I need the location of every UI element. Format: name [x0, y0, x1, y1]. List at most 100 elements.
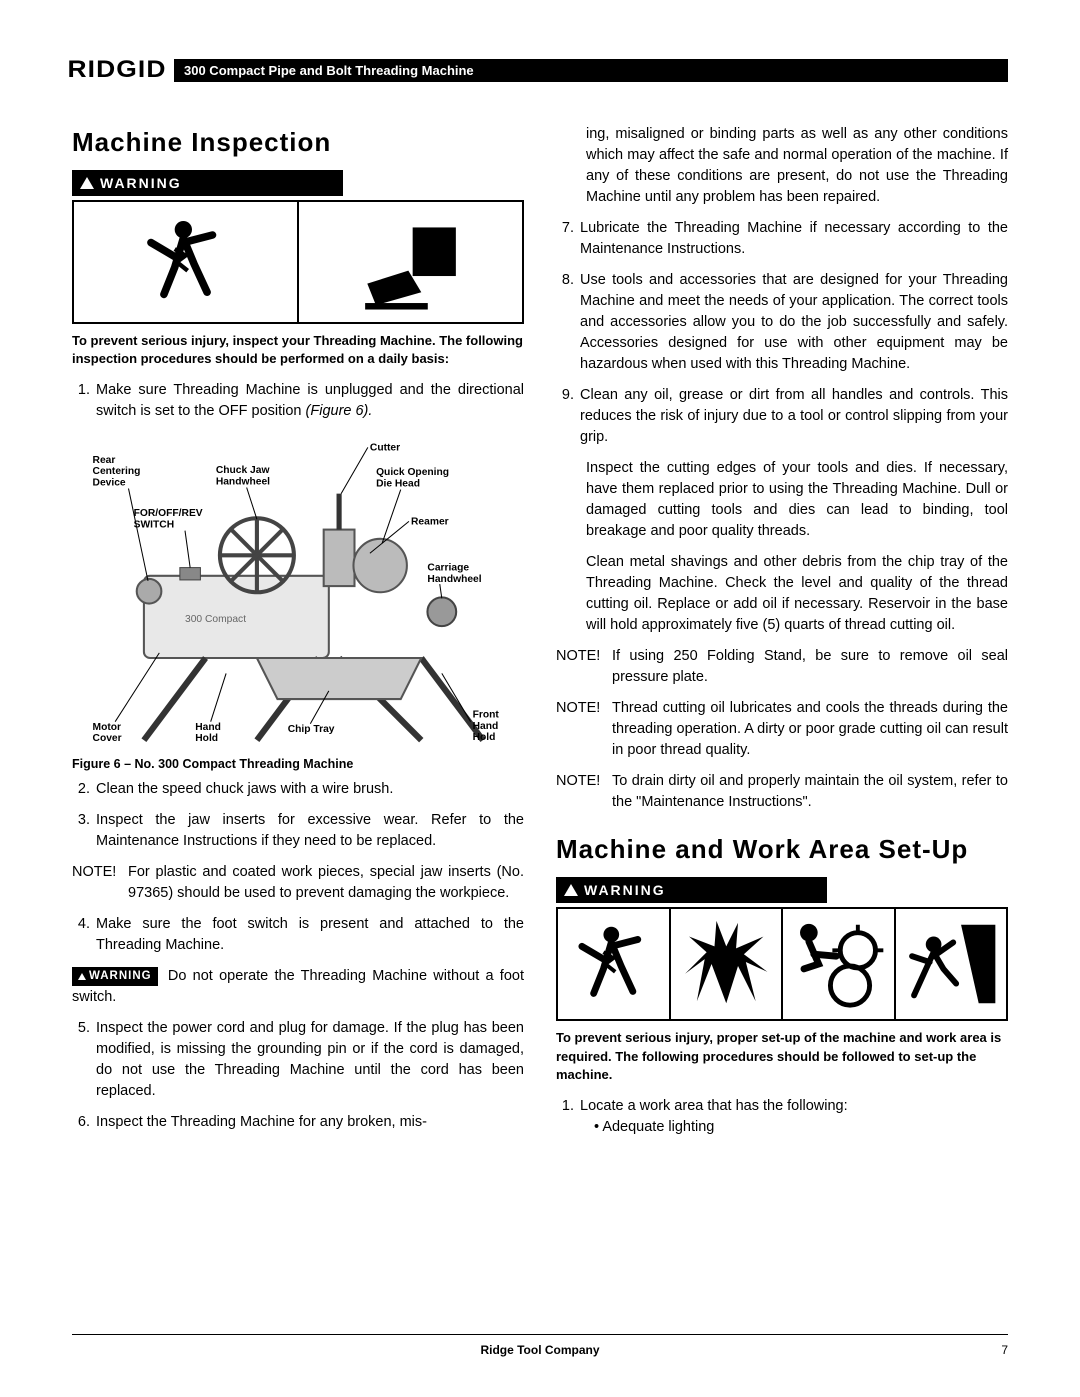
note-row: NOTE! If using 250 Folding Stand, be sur…	[556, 646, 1008, 688]
inspection-list-a: 1. Make sure Threading Machine is unplug…	[72, 380, 524, 422]
right-column: ing, misaligned or binding parts as well…	[556, 124, 1008, 1148]
item-text: Make sure Threading Machine is unplugged…	[96, 380, 524, 422]
setup-list: 1. Locate a work area that has the follo…	[556, 1096, 1008, 1138]
svg-text:Chip Tray: Chip Tray	[288, 724, 335, 735]
item-number: 1.	[556, 1096, 580, 1138]
svg-text:Chuck JawHandwheel: Chuck JawHandwheel	[216, 465, 270, 487]
content-columns: Machine Inspection WARNING	[72, 124, 1008, 1148]
paragraph: Inspect the cutting edges of your tools …	[586, 458, 1008, 542]
item-number: 4.	[72, 914, 96, 956]
warning-intro-text: To prevent serious injury, inspect your …	[72, 332, 524, 368]
svg-text:HandHold: HandHold	[195, 722, 221, 744]
sub-bullet-list: Adequate lighting	[580, 1117, 1008, 1138]
note-text: Thread cutting oil lubricates and cools …	[612, 698, 1008, 761]
item-text: Clean the speed chuck jaws with a wire b…	[96, 779, 524, 800]
item-text: Inspect the jaw inserts for excessive we…	[96, 810, 524, 852]
warning-label: WARNING	[100, 173, 182, 193]
inline-warning-para: WARNING Do not operate the Threading Mac…	[72, 966, 524, 1008]
brand-logo: RIDGID	[68, 56, 167, 84]
svg-text:CarriageHandwheel: CarriageHandwheel	[427, 563, 481, 585]
warning-label: WARNING	[584, 880, 666, 900]
svg-text:MotorCover: MotorCover	[93, 722, 122, 744]
left-column: Machine Inspection WARNING	[72, 124, 524, 1148]
list-item: 4. Make sure the foot switch is present …	[72, 914, 524, 956]
warning-triangle-icon	[80, 177, 94, 189]
item-number: 6.	[72, 1112, 96, 1133]
inspection-list-c: 4. Make sure the foot switch is present …	[72, 914, 524, 956]
header-bar: RIDGID 300 Compact Pipe and Bolt Threadi…	[72, 56, 1008, 84]
warning-triangle-icon	[564, 884, 578, 896]
section-heading-setup: Machine and Work Area Set-Up	[556, 831, 1008, 869]
list-item: 5. Inspect the power cord and plug for d…	[72, 1018, 524, 1102]
pictogram-explosion	[671, 909, 784, 1019]
list-item: 9. Clean any oil, grease or dirt from al…	[556, 385, 1008, 448]
list-item: 1. Make sure Threading Machine is unplug…	[72, 380, 524, 422]
list-item: 1. Locate a work area that has the follo…	[556, 1096, 1008, 1138]
list-item: 2. Clean the speed chuck jaws with a wir…	[72, 779, 524, 800]
note-label: NOTE!	[556, 771, 612, 813]
continuation-para: ing, misaligned or binding parts as well…	[586, 124, 1008, 208]
note-row: NOTE! For plastic and coated work pieces…	[72, 862, 524, 904]
item-number: 3.	[72, 810, 96, 852]
item-text: Lubricate the Threading Machine if neces…	[580, 218, 1008, 260]
inspection-list-d: 5. Inspect the power cord and plug for d…	[72, 1018, 524, 1133]
note-label: NOTE!	[556, 698, 612, 761]
list-item: 8. Use tools and accessories that are de…	[556, 270, 1008, 375]
note-row: NOTE! To drain dirty oil and properly ma…	[556, 771, 1008, 813]
svg-text:FrontHandHold: FrontHandHold	[473, 710, 500, 744]
pictogram-footswitch	[299, 202, 522, 322]
sub-bullet: Adequate lighting	[594, 1117, 1008, 1138]
warning-bar-2: WARNING	[556, 877, 827, 903]
paragraph: Clean metal shavings and other debris fr…	[586, 552, 1008, 636]
note-label: NOTE!	[556, 646, 612, 688]
item-number: 8.	[556, 270, 580, 375]
pictogram-entanglement	[783, 909, 896, 1019]
item-text: Inspect the power cord and plug for dama…	[96, 1018, 524, 1102]
pictogram-shock	[74, 202, 299, 322]
list-item: 7. Lubricate the Threading Machine if ne…	[556, 218, 1008, 260]
note-text: To drain dirty oil and properly maintain…	[612, 771, 1008, 813]
inline-warning-badge: WARNING	[72, 967, 158, 986]
item-number: 1.	[72, 380, 96, 422]
warning-bar-1: WARNING	[72, 170, 343, 196]
list-item: 6. Inspect the Threading Machine for any…	[72, 1112, 524, 1133]
inspection-list-b: 2. Clean the speed chuck jaws with a wir…	[72, 779, 524, 852]
note-label: NOTE!	[72, 862, 128, 904]
item-text: Clean any oil, grease or dirt from all h…	[580, 385, 1008, 448]
item-number: 5.	[72, 1018, 96, 1102]
svg-text:Reamer: Reamer	[411, 517, 449, 528]
pictogram-fall	[896, 909, 1007, 1019]
note-row: NOTE! Thread cutting oil lubricates and …	[556, 698, 1008, 761]
page-footer: Ridge Tool Company 7	[72, 1334, 1008, 1357]
list-item: 3. Inspect the jaw inserts for excessive…	[72, 810, 524, 852]
item-number: 9.	[556, 385, 580, 448]
footer-company: Ridge Tool Company	[480, 1343, 599, 1357]
pictogram-shock	[558, 909, 671, 1019]
inspection-list-right: 7. Lubricate the Threading Machine if ne…	[556, 218, 1008, 448]
svg-text:300 Compact: 300 Compact	[185, 614, 246, 625]
svg-text:Cutter: Cutter	[370, 443, 400, 454]
page-root: RIDGID 300 Compact Pipe and Bolt Threadi…	[0, 0, 1080, 1188]
note-text: If using 250 Folding Stand, be sure to r…	[612, 646, 1008, 688]
warning-triangle-icon	[78, 973, 86, 980]
svg-text:Quick OpeningDie Head: Quick OpeningDie Head	[376, 468, 449, 490]
pictogram-row-1	[72, 200, 524, 324]
header-title: 300 Compact Pipe and Bolt Threading Mach…	[174, 59, 1008, 82]
page-number: 7	[1001, 1343, 1008, 1357]
item-text: Locate a work area that has the followin…	[580, 1096, 1008, 1138]
inline-warning-label: WARNING	[89, 968, 152, 985]
svg-text:FOR/OFF/REVSWITCH: FOR/OFF/REVSWITCH	[134, 509, 203, 531]
item-text: Use tools and accessories that are desig…	[580, 270, 1008, 375]
machine-diagram: 300 Compact	[72, 432, 524, 750]
note-text: For plastic and coated work pieces, spec…	[128, 862, 524, 904]
svg-text:RearCenteringDevice: RearCenteringDevice	[93, 455, 141, 489]
pictogram-row-2	[556, 907, 1008, 1021]
item-number: 2.	[72, 779, 96, 800]
section-heading-inspection: Machine Inspection	[72, 124, 524, 162]
warning-intro-text-2: To prevent serious injury, proper set-up…	[556, 1029, 1008, 1084]
figure-caption: Figure 6 – No. 300 Compact Threading Mac…	[72, 755, 524, 773]
item-number: 7.	[556, 218, 580, 260]
item-text: Make sure the foot switch is present and…	[96, 914, 524, 956]
figure-6: 300 Compact	[72, 432, 524, 773]
item-text: Inspect the Threading Machine for any br…	[96, 1112, 524, 1133]
